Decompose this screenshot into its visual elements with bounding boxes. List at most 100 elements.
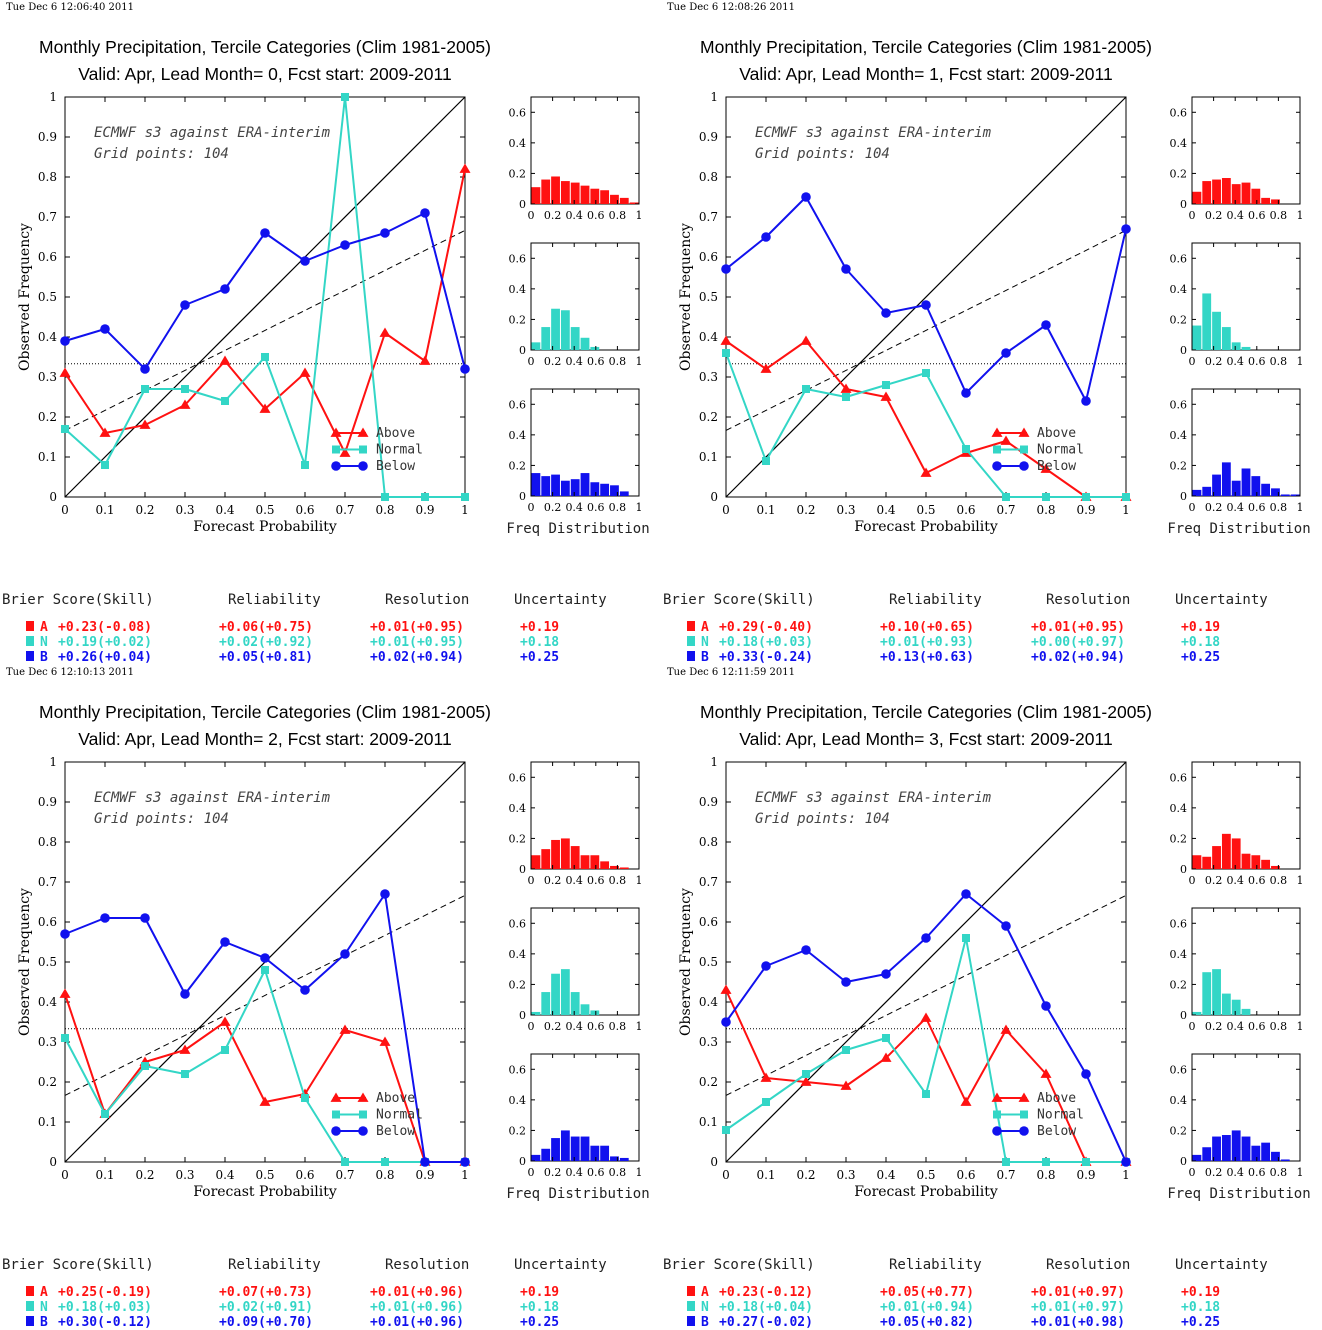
score-header: Uncertainty	[1175, 1257, 1268, 1273]
panel-svg: Tue Dec 6 12:10:13 2011 Monthly Precipita…	[2, 667, 650, 1330]
data-point-below	[881, 969, 891, 979]
y-tick-label: 0.7	[38, 210, 57, 224]
hist-y-tick-label: 0.2	[1170, 167, 1188, 180]
histogram-bar-above	[619, 867, 629, 869]
reliability-score: +0.07(+0.73)	[219, 1285, 313, 1300]
x-tick-label: 0	[722, 503, 730, 517]
data-point-above	[379, 1036, 391, 1046]
x-tick-label: 0.6	[956, 503, 975, 517]
score-header: Uncertainty	[1175, 592, 1268, 608]
data-point-below	[260, 228, 270, 238]
histogram-bar-above	[1212, 846, 1221, 869]
histogram-bar-below	[1192, 489, 1202, 496]
hist-x-tick-label: 0	[528, 501, 535, 514]
resolution-score: +0.01(+0.96)	[370, 1285, 464, 1300]
timestamp: Tue Dec 6 12:11:59 2011	[667, 667, 795, 678]
histogram-bar-normal	[541, 327, 551, 350]
y-tick-label: 0.2	[38, 1075, 57, 1089]
y-tick-label: 0	[710, 1155, 718, 1169]
histogram-bar-below	[1231, 1130, 1241, 1161]
reliability-score: +0.09(+0.70)	[219, 1315, 313, 1330]
legend-marker	[993, 1110, 1001, 1119]
histogram-bar-below	[1261, 1142, 1271, 1161]
data-point-below	[260, 953, 270, 963]
hist-y-tick-label: 0.4	[509, 1094, 527, 1107]
hist-x-tick-label: 0.4	[565, 1020, 583, 1033]
resolution-score: +0.02(+0.94)	[1031, 650, 1125, 665]
data-point-normal	[181, 1070, 189, 1078]
hist-y-tick-label: 0.6	[1170, 1063, 1188, 1076]
histogram-bar-above	[531, 187, 541, 204]
resolution-score: +0.02(+0.94)	[370, 650, 464, 665]
score-header: Resolution	[385, 1257, 469, 1273]
data-point-normal	[922, 369, 930, 377]
data-point-above	[920, 467, 932, 477]
data-point-above	[259, 1096, 271, 1106]
x-tick-label: 0.3	[175, 503, 194, 517]
hist-y-tick-label: 0.2	[509, 313, 527, 326]
y-tick-label: 0.2	[699, 410, 718, 424]
y-tick-label: 0.9	[699, 130, 718, 144]
y-tick-label: 0.4	[38, 330, 57, 344]
legend-marker	[359, 445, 367, 454]
hist-y-tick-label: 0.4	[1170, 948, 1188, 961]
data-point-normal	[922, 1090, 930, 1098]
data-point-above	[800, 335, 812, 345]
data-point-below	[1121, 1157, 1131, 1167]
hist-y-tick-label: 0	[1180, 863, 1187, 876]
hist-y-tick-label: 0.6	[509, 398, 527, 411]
hist-x-tick-label: 0.6	[587, 355, 605, 368]
data-point-normal	[301, 1094, 309, 1102]
x-tick-label: 1	[461, 503, 469, 517]
histogram-bar-below	[1271, 488, 1280, 496]
brier-score: +0.25(-0.19)	[58, 1285, 152, 1300]
histogram-bar-above	[1261, 859, 1271, 869]
data-point-above	[339, 447, 351, 457]
uncertainty-score: +0.25	[520, 650, 559, 665]
y-tick-label: 0.4	[699, 330, 718, 344]
hist-axis-label: Freq Distribution	[1167, 521, 1310, 537]
data-point-below	[801, 945, 811, 955]
x-tick-label: 0.5	[916, 503, 935, 517]
hist-y-tick-label: 0.6	[509, 771, 527, 784]
data-point-normal	[341, 93, 349, 101]
chart-title: Monthly Precipitation, Tercile Categorie…	[700, 37, 1152, 57]
y-tick-label: 0.9	[699, 795, 718, 809]
x-tick-label: 1	[1122, 503, 1130, 517]
histogram-bar-below	[541, 476, 551, 496]
data-point-below	[300, 256, 310, 266]
histogram-bar-below	[1221, 1135, 1231, 1161]
uncertainty-score: +0.25	[1181, 650, 1220, 665]
hist-x-tick-label: 0.8	[609, 1020, 627, 1033]
histogram-bar-below	[570, 1136, 580, 1161]
hist-x-tick-label: 0	[1189, 209, 1196, 222]
data-point-above	[419, 355, 431, 365]
data-point-below	[921, 300, 931, 310]
x-tick-label: 0.1	[756, 503, 775, 517]
histogram-bar-below	[1241, 1136, 1251, 1161]
histogram-bar-above	[1271, 865, 1280, 869]
data-point-below	[841, 264, 851, 274]
legend-label: Normal	[1037, 1108, 1084, 1123]
brier-score: +0.18(+0.04)	[719, 1300, 813, 1315]
data-point-normal	[722, 1126, 730, 1134]
data-point-below	[60, 336, 70, 346]
y-tick-label: 0.5	[38, 955, 57, 969]
hist-x-tick-label: 1	[636, 209, 643, 222]
hist-x-tick-label: 0.8	[609, 355, 627, 368]
data-point-above	[459, 163, 471, 173]
data-point-normal	[101, 461, 109, 469]
histogram-bar-below	[619, 491, 629, 496]
data-point-below	[340, 240, 350, 250]
y-tick-label: 0.3	[38, 1035, 57, 1049]
chart-title: Monthly Precipitation, Tercile Categorie…	[700, 702, 1152, 722]
score-header: Resolution	[385, 592, 469, 608]
score-category: A	[701, 620, 709, 635]
histogram-bar-above	[610, 194, 619, 204]
panel-svg: Tue Dec 6 12:11:59 2011 Monthly Precipita…	[663, 667, 1311, 1330]
data-point-above	[840, 383, 852, 393]
x-tick-label: 0.9	[1076, 1168, 1095, 1182]
y-tick-label: 0.8	[38, 835, 57, 849]
y-tick-label: 1	[710, 755, 718, 769]
legend-label: Below	[1037, 459, 1076, 474]
